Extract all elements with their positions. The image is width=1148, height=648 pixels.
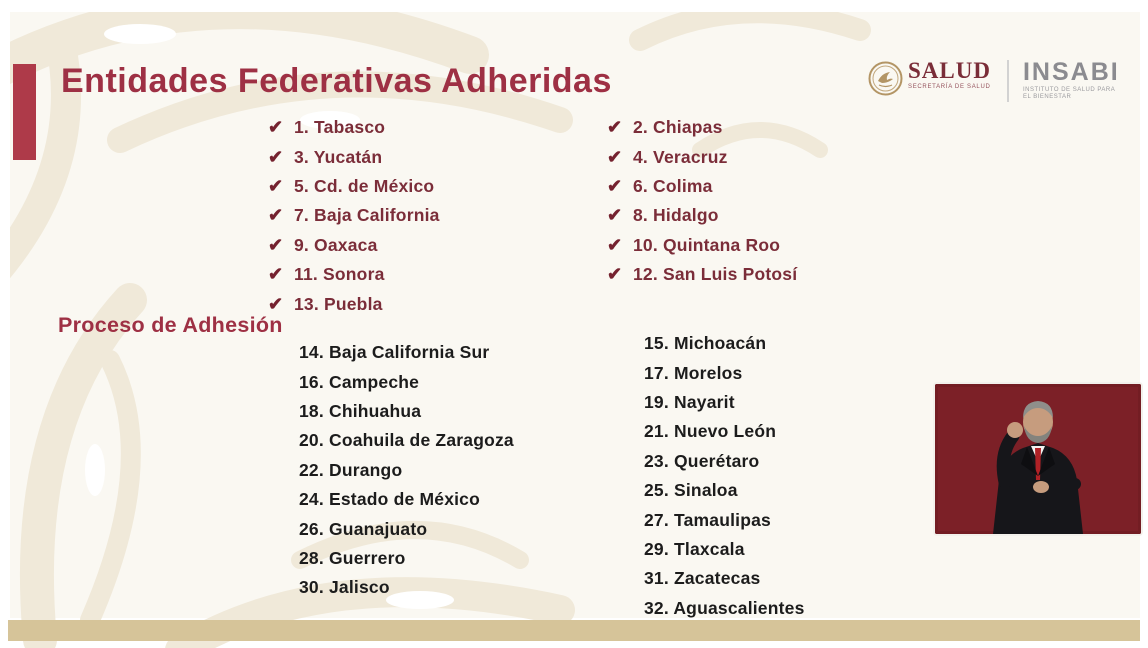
salud-logo: SALUD SECRETARÍA DE SALUD [908,58,991,90]
state-label: 2. Chiapas [633,117,723,138]
adheridas-column-2: ✔ 2. Chiapas ✔ 4. Veracruz ✔ 6. Colima ✔ 8. … [607,113,797,289]
adheridas-item: ✔ 12. San Luis Potosí [607,260,797,289]
proceso-column-1: 14. Baja California Sur 16. Campeche 18.… [299,338,514,603]
check-icon: ✔ [268,146,284,167]
proceso-item: 25. Sinaloa [644,480,738,501]
adheridas-item: ✔ 13. Puebla [268,289,440,318]
state-label: 9. Oaxaca [294,234,378,255]
proceso-item: 29. Tlaxcala [644,538,745,559]
adheridas-item: ✔ 5. Cd. de México [268,172,440,201]
adheridas-item: ✔ 6. Colima [607,172,797,201]
proceso-item: 21. Nuevo León [644,421,777,442]
proceso-item: 31. Zacatecas [644,568,761,589]
sign-language-interpreter-video [935,384,1141,534]
state-label: 12. San Luis Potosí [633,264,798,285]
state-label: 11. Sonora [294,264,385,285]
adheridas-item: ✔ 8. Hidalgo [607,201,797,230]
check-icon: ✔ [268,234,284,255]
proceso-item: 19. Nayarit [644,391,735,412]
adheridas-item: ✔ 1. Tabasco [268,113,440,142]
state-label: 4. Veracruz [633,146,728,167]
check-icon: ✔ [268,205,284,226]
state-label: 7. Baja California [294,205,440,226]
adheridas-item: ✔ 2. Chiapas [607,113,797,142]
proceso-item: 32. Aguascalientes [644,597,805,618]
check-icon: ✔ [268,293,284,314]
state-label: 8. Hidalgo [633,205,719,226]
proceso-item: 26. Guanajuato [299,518,428,539]
check-icon: ✔ [268,175,284,196]
state-label: 1. Tabasco [294,117,386,138]
proceso-item: 17. Morelos [644,362,743,383]
state-label: 5. Cd. de México [294,175,435,196]
proceso-item: 14. Baja California Sur [299,342,490,363]
salud-eagle-seal-icon [868,61,903,96]
proceso-item: 23. Querétaro [644,450,760,471]
salud-logo-text: SALUD [908,58,991,83]
check-icon: ✔ [607,234,623,255]
proceso-item: 16. Campeche [299,371,420,392]
proceso-item: 24. Estado de México [299,489,481,510]
insabi-logo-subtitle: INSTITUTO DE SALUD PARA EL BIENESTAR [1022,87,1116,100]
proceso-item: 28. Guerrero [299,547,406,568]
check-icon: ✔ [607,117,623,138]
check-icon: ✔ [268,264,284,285]
state-label: 10. Quintana Roo [633,234,781,255]
adheridas-item: ✔ 10. Quintana Roo [607,231,797,260]
check-icon: ✔ [607,264,623,285]
proceso-item: 22. Durango [299,459,403,480]
insabi-logo: INSABI INSTITUTO DE SALUD PARA EL BIENES… [1023,59,1123,101]
adheridas-column-1: ✔ 1. Tabasco ✔ 3. Yucatán ✔ 5. Cd. de Méxic… [268,113,440,319]
proceso-heading: Proceso de Adhesión [58,313,283,337]
proceso-item: 20. Coahuila de Zaragoza [299,430,514,451]
check-icon: ✔ [268,117,284,138]
proceso-item: 27. Tamaulipas [644,509,771,530]
header-logos: SALUD SECRETARÍA DE SALUD INSABI INSTITU… [868,58,1123,108]
insabi-logo-text: INSABI [1022,58,1120,86]
adheridas-item: ✔ 11. Sonora [268,260,440,289]
state-label: 6. Colima [633,175,713,196]
state-label: 13. Puebla [294,293,383,314]
proceso-item: 30. Jalisco [299,577,390,598]
check-icon: ✔ [607,205,623,226]
check-icon: ✔ [607,175,623,196]
interpreter-figure [935,384,1141,534]
adheridas-item: ✔ 7. Baja California [268,201,440,230]
proceso-item: 18. Chihuahua [299,400,422,421]
title-accent-bar [13,64,36,160]
salud-logo-subtitle: SECRETARÍA DE SALUD [908,84,991,90]
logo-divider [1006,60,1009,102]
adheridas-item: ✔ 9. Oaxaca [268,231,440,260]
footer-bar [8,620,1140,641]
check-icon: ✔ [607,146,623,167]
proceso-item: 15. Michoacán [644,333,767,354]
adheridas-item: ✔ 3. Yucatán [268,142,440,171]
proceso-column-2: 15. Michoacán 17. Morelos 19. Nayarit 21… [644,329,805,623]
page-title: Entidades Federativas Adheridas [61,62,612,100]
state-label: 3. Yucatán [294,146,383,167]
adheridas-item: ✔ 4. Veracruz [607,142,797,171]
